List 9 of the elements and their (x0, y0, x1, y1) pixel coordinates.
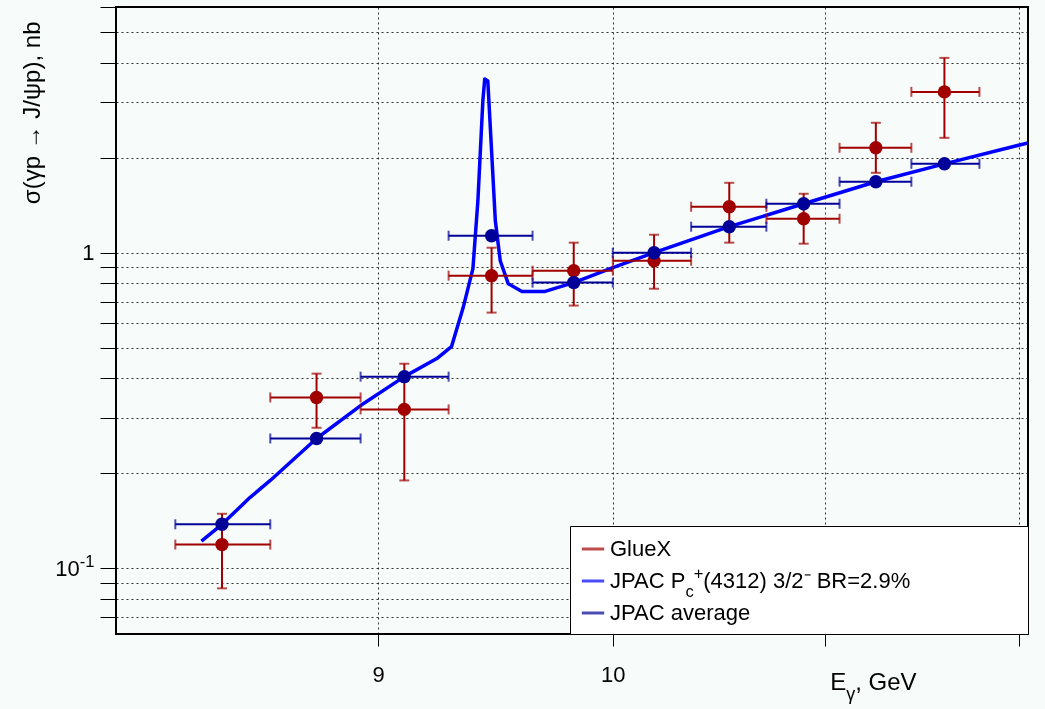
legend-label: GlueX (610, 536, 672, 561)
legend-label: JPAC P$_{c}$$^{+}$(4312) 3/2⁻ BR=2.9% (610, 564, 911, 600)
y-tick-label: 1 (82, 240, 95, 266)
legend-label: JPAC average (610, 600, 751, 625)
y-tick-label: 10$^{-1}$ (55, 551, 95, 581)
x-axis-title: E$_{γ}$, GeV (830, 667, 917, 704)
y-axis-title: σ(γp → J/ψp), nb (17, 21, 45, 205)
x-tick-label: 9 (372, 661, 385, 687)
x-tick-label: 10 (601, 661, 626, 687)
